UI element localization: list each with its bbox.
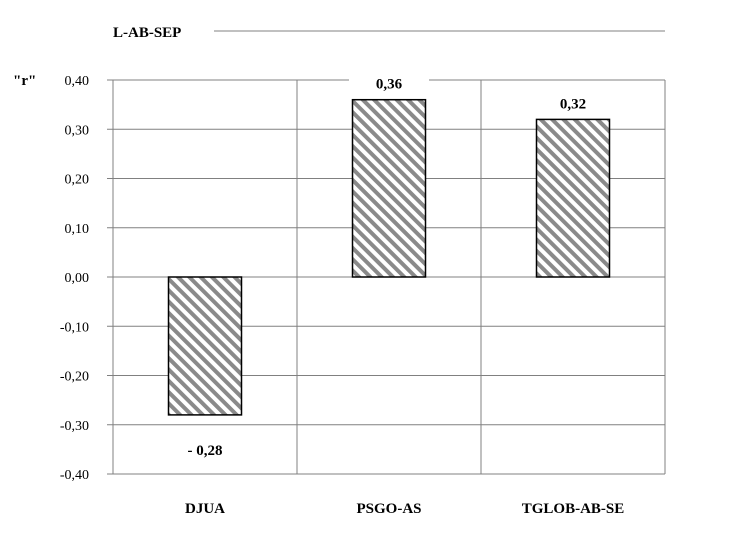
y-tick-label: -0,10 <box>60 320 89 335</box>
y-tick-label: 0,10 <box>65 222 90 237</box>
bar <box>535 118 611 278</box>
data-label-bg <box>533 92 613 115</box>
category-label: DJUA <box>185 501 225 517</box>
data-label: 0,32 <box>560 96 586 112</box>
y-tick-label: 0,40 <box>65 74 90 89</box>
y-tick-label: -0,30 <box>60 419 89 434</box>
data-label-bg <box>349 72 429 95</box>
chart-title: L-AB-SEP <box>113 25 181 41</box>
y-tick-label: -0,40 <box>60 468 89 483</box>
bar <box>167 276 243 416</box>
y-tick-label: -0,20 <box>60 370 89 385</box>
category-label: PSGO-AS <box>356 501 421 517</box>
data-label: - 0,28 <box>188 443 223 459</box>
y-axis-label: "r" <box>13 73 36 89</box>
data-label: 0,36 <box>376 77 403 93</box>
bar <box>351 98 427 278</box>
y-tick-label: 0,20 <box>65 173 90 188</box>
labels: 0,40 0,30 0,20 0,10 0,00 -0,10 -0,20 -0,30 -0,40… <box>60 72 625 517</box>
bars <box>167 98 611 416</box>
data-label-bg <box>165 438 245 461</box>
y-tick-label: 0,30 <box>65 123 90 138</box>
category-label: TGLOB-AB-SE <box>522 501 625 517</box>
y-tick-label: 0,00 <box>65 271 90 286</box>
